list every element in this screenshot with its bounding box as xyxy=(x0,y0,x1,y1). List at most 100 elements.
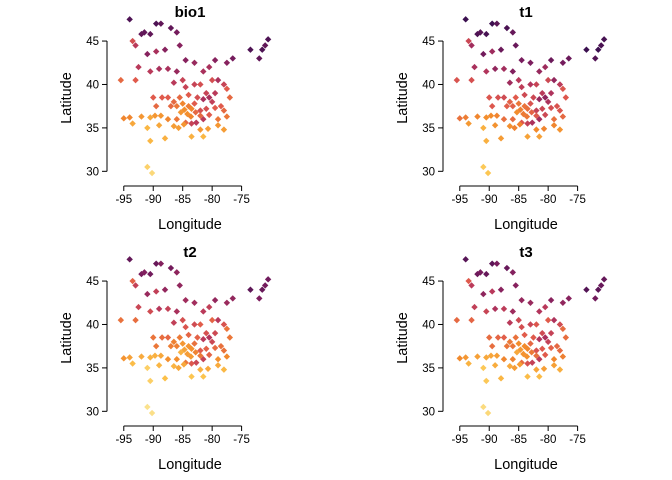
scatter-point xyxy=(491,305,499,313)
scatter-point xyxy=(197,366,204,373)
scatter-point xyxy=(515,76,522,84)
scatter-point xyxy=(516,361,524,368)
scatter-point xyxy=(264,276,272,283)
y-tick-label: 40 xyxy=(86,319,99,331)
scatter-point xyxy=(214,116,222,123)
scatter-point xyxy=(208,338,216,346)
scatter-point xyxy=(220,347,228,354)
scatter-point xyxy=(157,112,165,119)
scatter-point xyxy=(158,334,166,341)
scatter-point xyxy=(188,120,195,127)
scatter-point xyxy=(547,89,555,97)
scatter-point xyxy=(229,55,236,62)
scatter-point xyxy=(536,373,543,380)
scatter-point xyxy=(206,111,213,119)
scatter-point xyxy=(506,362,514,370)
scatter-point xyxy=(465,37,472,45)
x-tick-label: -75 xyxy=(233,194,250,206)
scatter-point xyxy=(208,98,216,106)
scatter-point xyxy=(600,36,608,43)
scatter-point xyxy=(170,319,178,326)
scatter-point xyxy=(164,116,172,123)
scatter-point xyxy=(261,42,269,49)
x-tick-label: -75 xyxy=(569,434,586,446)
scatter-point xyxy=(497,135,505,142)
scatter-point xyxy=(173,356,180,363)
scatter-point xyxy=(152,102,160,110)
scatter-point xyxy=(220,107,228,114)
scatter-point xyxy=(117,76,125,84)
scatter-point xyxy=(203,89,210,97)
scatter-point xyxy=(170,122,178,130)
scatter-point xyxy=(157,20,165,27)
scatter-point xyxy=(191,299,198,306)
scatter-point xyxy=(176,94,183,101)
x-tick-label: -75 xyxy=(233,434,250,446)
scatter-point xyxy=(167,264,175,272)
scatter-point xyxy=(138,353,145,360)
scatter-point xyxy=(468,42,475,49)
scatter-point xyxy=(180,121,188,128)
scatter-point xyxy=(562,94,570,101)
scatter-point xyxy=(223,299,231,306)
scatter-point xyxy=(256,55,263,62)
scatter-point xyxy=(550,362,558,369)
scatter-point xyxy=(509,68,516,75)
scatter-point xyxy=(583,46,590,53)
scatter-point xyxy=(182,56,189,64)
scatter-point xyxy=(152,20,160,27)
scatter-point xyxy=(197,321,204,328)
scatter-point xyxy=(161,46,169,53)
scatter-point xyxy=(539,105,546,112)
scatter-point xyxy=(553,342,561,350)
x-tick-label: -80 xyxy=(204,434,221,446)
scatter-point xyxy=(151,352,159,359)
scatter-point xyxy=(527,321,534,328)
scatter-point xyxy=(521,331,528,339)
scatter-point xyxy=(187,353,195,360)
scatter-point xyxy=(179,340,186,347)
scatter-point xyxy=(524,133,531,140)
scatter-point xyxy=(129,360,136,367)
scatter-point xyxy=(512,94,519,101)
scatter-point xyxy=(193,119,200,126)
scatter-point xyxy=(214,76,222,84)
scatter-point xyxy=(164,356,172,363)
scatter-point xyxy=(211,89,219,97)
scatter-point xyxy=(206,303,213,311)
scatter-point xyxy=(540,365,548,372)
scatter-point xyxy=(117,316,125,324)
scatter-point xyxy=(120,355,127,362)
scatter-point xyxy=(200,356,207,363)
scatter-point xyxy=(132,76,139,84)
x-tick-label: -85 xyxy=(510,434,527,446)
scatter-point xyxy=(152,48,160,55)
scatter-point xyxy=(203,329,210,337)
scatter-point xyxy=(503,264,511,272)
scatter-point xyxy=(138,113,145,120)
scatter-point xyxy=(152,342,160,350)
scatter-point xyxy=(214,356,222,363)
scatter-point xyxy=(220,126,228,133)
scatter-point xyxy=(512,282,519,289)
scatter-point xyxy=(500,116,508,123)
scatter-point xyxy=(539,345,546,352)
scatter-point xyxy=(477,29,484,36)
scatter-point xyxy=(126,256,133,263)
scatter-point xyxy=(173,308,180,315)
scatter-point xyxy=(471,303,478,311)
scatter-point xyxy=(550,76,558,84)
scatter-point xyxy=(204,365,212,372)
panel-t1: t1 Longitude Latitude -95 -90 -85 -80 -75 30 3… xyxy=(395,4,608,233)
scatter-point xyxy=(468,76,475,84)
chart-title: bio1 xyxy=(175,4,206,21)
scatter-point xyxy=(191,100,198,107)
scatter-point xyxy=(536,116,543,123)
scatter-point xyxy=(521,91,528,99)
y-tick-label: 30 xyxy=(422,406,435,418)
scatter-point xyxy=(147,137,154,145)
scatter-point xyxy=(203,105,210,112)
scatter-point xyxy=(175,124,182,132)
scatter-point xyxy=(147,354,154,361)
